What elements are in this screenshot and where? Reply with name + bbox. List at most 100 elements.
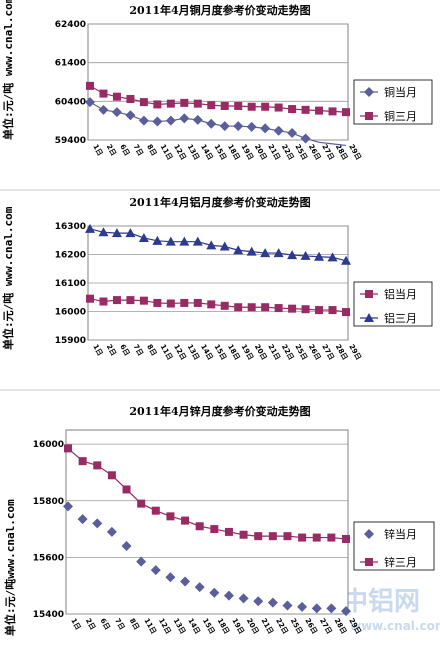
data-point <box>122 485 131 494</box>
x-tick-label: 21日 <box>266 143 281 162</box>
x-tick-label: 28日 <box>333 617 348 636</box>
data-point <box>209 587 220 598</box>
legend-marker <box>364 313 374 322</box>
data-point <box>165 572 176 583</box>
x-tick-label: 25日 <box>293 143 308 162</box>
data-point <box>239 530 248 539</box>
x-tick-label: 1日 <box>91 343 104 357</box>
data-point <box>150 565 161 576</box>
data-point <box>311 603 322 614</box>
data-point <box>180 298 189 307</box>
data-point <box>287 128 298 139</box>
x-tick-label: 20日 <box>253 143 268 162</box>
data-point <box>246 121 257 132</box>
data-point <box>300 250 311 260</box>
data-point <box>181 516 190 525</box>
y-tick-label: 16300 <box>55 222 86 232</box>
y-tick-label: 16200 <box>55 251 86 261</box>
y-tick-label: 16000 <box>33 440 64 450</box>
data-point <box>247 102 256 111</box>
data-point <box>112 296 121 305</box>
data-point <box>136 556 147 567</box>
data-point <box>166 299 175 308</box>
data-point <box>78 457 87 466</box>
data-point <box>98 227 109 237</box>
x-tick-label: 8日 <box>128 617 141 631</box>
data-point <box>238 593 249 604</box>
data-point <box>283 532 292 541</box>
x-tick-label: 6日 <box>118 143 131 157</box>
legend-label: 铜三月 <box>384 109 417 123</box>
data-point <box>166 99 175 108</box>
data-point <box>282 600 293 611</box>
x-tick-label: 26日 <box>307 143 322 162</box>
x-tick-label: 18日 <box>216 617 231 636</box>
data-point <box>268 532 277 541</box>
x-tick-label: 18日 <box>226 143 241 162</box>
x-tick-label: 13日 <box>186 143 201 162</box>
data-point <box>98 104 109 115</box>
data-point <box>152 235 163 245</box>
x-tick-label: 1日 <box>91 143 104 157</box>
data-point <box>301 305 310 314</box>
data-point <box>165 115 176 126</box>
legend-label: 铝三月 <box>384 311 417 325</box>
data-point <box>112 92 121 101</box>
y-tick-label: 59400 <box>55 136 86 146</box>
data-point <box>300 133 311 144</box>
data-point <box>111 228 122 238</box>
x-tick-label: 19日 <box>239 343 254 362</box>
data-point <box>207 300 216 309</box>
x-tick-label: 7日 <box>132 343 145 357</box>
data-point <box>125 110 136 121</box>
data-point <box>328 107 337 116</box>
y-axis-label: 单位:元/吨 www.cnal.com <box>1 206 15 350</box>
data-point <box>314 251 325 261</box>
watermark-logo: 中铝网 <box>342 587 420 617</box>
data-point <box>179 113 190 124</box>
data-point <box>99 89 108 98</box>
x-tick-label: 8日 <box>145 143 158 157</box>
data-point <box>139 98 148 107</box>
data-point <box>247 303 256 312</box>
x-tick-label: 27日 <box>320 343 335 362</box>
data-point <box>261 102 270 111</box>
data-point <box>193 99 202 108</box>
data-point <box>253 596 264 607</box>
data-point <box>152 116 163 127</box>
data-point <box>341 255 351 265</box>
y-axis-label: 单位:元/吨 www.cnal.com <box>1 0 15 140</box>
x-tick-label: 29日 <box>347 343 362 362</box>
x-tick-label: 19日 <box>230 617 245 636</box>
data-point <box>64 444 72 453</box>
data-point <box>193 298 202 307</box>
x-tick-label: 20日 <box>253 343 268 362</box>
x-tick-label: 29日 <box>347 143 362 162</box>
data-point <box>288 304 297 313</box>
x-tick-label: 12日 <box>172 143 187 162</box>
data-point <box>273 248 284 258</box>
x-tick-label: 21日 <box>259 617 274 636</box>
x-tick-label: 13日 <box>186 343 201 362</box>
x-tick-label: 6日 <box>118 343 131 357</box>
data-point <box>126 296 135 305</box>
data-point <box>121 541 132 552</box>
data-point <box>180 576 191 587</box>
data-point <box>166 512 175 521</box>
x-tick-label: 15日 <box>213 343 228 362</box>
x-tick-label: 8日 <box>145 343 158 357</box>
data-point <box>274 304 283 313</box>
x-tick-label: 2日 <box>105 143 118 157</box>
legend-label: 铜当月 <box>384 85 417 99</box>
data-point <box>195 522 204 531</box>
data-point <box>92 518 103 529</box>
x-tick-label: 25日 <box>293 343 308 362</box>
data-point <box>138 115 149 126</box>
x-tick-label: 2日 <box>84 617 97 631</box>
x-tick-label: 28日 <box>334 343 349 362</box>
data-point <box>99 297 108 306</box>
data-point <box>220 301 229 310</box>
data-point <box>219 241 230 251</box>
data-point <box>137 499 146 508</box>
chart-title: 2011年4月铜月度参考价变动走势图 <box>129 3 310 17</box>
